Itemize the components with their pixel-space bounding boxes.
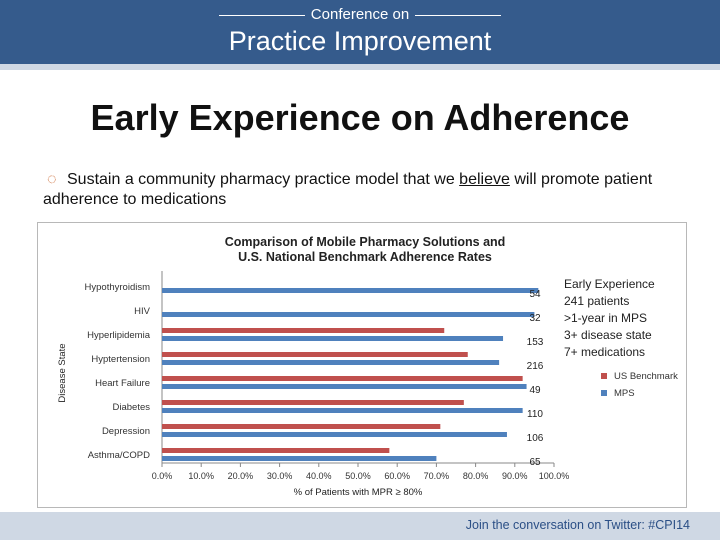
- bar-mps: [162, 456, 437, 461]
- patient-count-label: 32: [529, 313, 541, 324]
- chart-title-line: Comparison of Mobile Pharmacy Solutions …: [225, 235, 506, 249]
- category-label: Depression: [102, 426, 150, 437]
- x-tick-label: 30.0%: [267, 471, 293, 481]
- y-axis-title: Disease State: [57, 343, 68, 402]
- patient-count-label: 54: [529, 289, 541, 300]
- note-line: Early Experience: [564, 277, 655, 291]
- bar-us-benchmark: [162, 424, 441, 429]
- x-tick-label: 20.0%: [228, 471, 254, 481]
- category-label: Hyperlipidemia: [87, 330, 151, 341]
- bar-mps: [162, 288, 539, 293]
- banner-title: Practice Improvement: [228, 26, 492, 56]
- legend-swatch: [601, 373, 607, 379]
- x-tick-label: 50.0%: [345, 471, 371, 481]
- x-tick-label: 0.0%: [152, 471, 173, 481]
- banner-subtitle: Conference on: [0, 6, 720, 24]
- bar-us-benchmark: [162, 400, 464, 405]
- conference-banner: [0, 0, 720, 64]
- x-axis-title: % of Patients with MPR ≥ 80%: [294, 487, 423, 498]
- banner-stripe: [0, 64, 720, 70]
- bar-mps: [162, 432, 507, 437]
- bullet-text-end: will promote patient adherence to medica…: [43, 171, 653, 208]
- bullet-point: ◌ Sustain a community pharmacy practice m…: [43, 170, 693, 210]
- banner-subtitle-text: Conference on: [310, 6, 410, 23]
- category-label: Asthma/COPD: [88, 450, 150, 461]
- bar-mps: [162, 408, 523, 413]
- bar-mps: [162, 336, 504, 341]
- patient-count-label: 216: [527, 361, 544, 372]
- footer-bar: [0, 512, 720, 540]
- patient-count-label: 49: [529, 385, 541, 396]
- chart-frame: Comparison of Mobile Pharmacy Solutions …: [37, 222, 687, 508]
- category-label: Diabetes: [113, 402, 151, 413]
- note-line: 7+ medications: [564, 345, 646, 359]
- category-label: Hypothyroidism: [85, 282, 151, 293]
- bullet-text-start: Sustain a community pharmacy practice mo…: [67, 171, 460, 188]
- banner-rule-left: [218, 14, 305, 16]
- x-tick-label: 70.0%: [424, 471, 450, 481]
- banner-rule-right: [415, 14, 502, 16]
- note-line: 3+ disease state: [564, 328, 652, 342]
- bar-mps: [162, 384, 527, 389]
- notes-box: Early Experience 241 patients >1-year in…: [564, 276, 714, 361]
- category-label: Hyptertension: [91, 354, 150, 365]
- bar-us-benchmark: [162, 448, 390, 453]
- x-tick-label: 40.0%: [306, 471, 332, 481]
- patient-count-label: 110: [527, 409, 543, 420]
- x-tick-label: 100.0%: [539, 471, 570, 481]
- legend-label: US Benchmark: [614, 371, 678, 382]
- bar-us-benchmark: [162, 328, 445, 333]
- chart-title-line: U.S. National Benchmark Adherence Rates: [238, 250, 492, 264]
- x-tick-label: 60.0%: [384, 471, 410, 481]
- patient-count-label: 65: [529, 457, 541, 468]
- ring-bullet-icon: ◌: [47, 171, 57, 188]
- bar-mps: [162, 312, 535, 317]
- category-label: Heart Failure: [95, 378, 150, 389]
- note-line: >1-year in MPS: [564, 311, 648, 325]
- x-tick-label: 90.0%: [502, 471, 528, 481]
- bar-us-benchmark: [162, 352, 468, 357]
- patient-count-label: 106: [527, 433, 544, 444]
- footer-twitter-text: Join the conversation on Twitter: #CPI14: [465, 518, 690, 532]
- note-line: 241 patients: [564, 294, 630, 308]
- x-tick-label: 80.0%: [463, 471, 489, 481]
- x-tick-label: 10.0%: [188, 471, 214, 481]
- adherence-chart: Comparison of Mobile Pharmacy Solutions …: [57, 235, 678, 498]
- legend-label: MPS: [614, 388, 635, 399]
- category-label: HIV: [134, 306, 151, 317]
- bar-us-benchmark: [162, 376, 523, 381]
- legend-swatch: [601, 390, 607, 396]
- bar-mps: [162, 360, 500, 365]
- bullet-emphasis: believe: [459, 171, 510, 188]
- patient-count-label: 153: [527, 337, 544, 348]
- slide-title: Early Experience on Adherence: [90, 97, 630, 138]
